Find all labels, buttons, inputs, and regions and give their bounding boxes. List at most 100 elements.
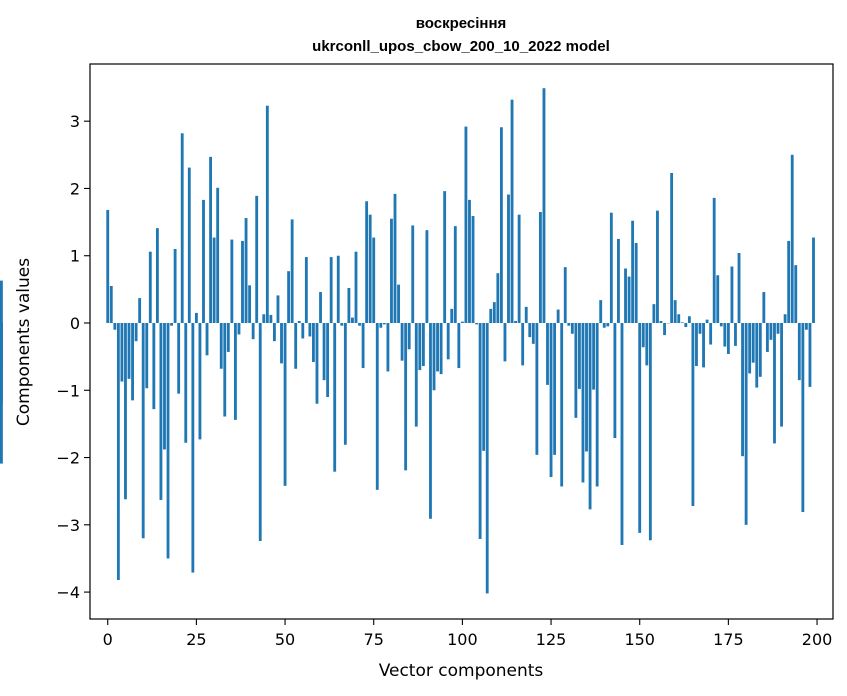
bar-component-16 bbox=[163, 323, 166, 450]
bar-component-25 bbox=[194, 312, 198, 323]
bar-component-84 bbox=[404, 323, 408, 471]
bar-component-80 bbox=[390, 218, 393, 323]
bar-component-98 bbox=[453, 226, 457, 323]
bar-component-75 bbox=[372, 237, 376, 323]
bar-component-33 bbox=[223, 323, 227, 417]
bar-component-145 bbox=[620, 323, 624, 545]
bar-component-81 bbox=[393, 193, 397, 323]
bar-component-95 bbox=[443, 191, 447, 323]
bar-component-87 bbox=[414, 323, 418, 427]
bar-component-54 bbox=[297, 320, 301, 323]
bar-component-103 bbox=[471, 216, 475, 323]
bar-component-18 bbox=[170, 323, 173, 326]
bar-component-197 bbox=[804, 323, 808, 330]
bar-component-46 bbox=[269, 314, 273, 323]
bar-component-5 bbox=[124, 323, 127, 500]
bar-component-2 bbox=[113, 323, 117, 330]
bar-component-72 bbox=[361, 323, 365, 369]
bar-component-undefined bbox=[0, 323, 3, 464]
bar-component-96 bbox=[446, 323, 450, 360]
bar-component-70 bbox=[354, 251, 358, 323]
bar-component-190 bbox=[780, 323, 783, 427]
bar-component-102 bbox=[468, 199, 471, 323]
y-tick-label: −4 bbox=[56, 583, 80, 602]
bar-component-44 bbox=[262, 314, 266, 323]
bar-component-112 bbox=[503, 323, 507, 362]
x-tick-label: 150 bbox=[624, 630, 655, 649]
bar-component-9 bbox=[138, 298, 142, 323]
bar-component-170 bbox=[709, 323, 713, 345]
bar-component-166 bbox=[695, 323, 698, 367]
bar-component-131 bbox=[570, 323, 574, 334]
bar-component-85 bbox=[407, 323, 411, 350]
bar-component-132 bbox=[574, 323, 578, 418]
x-tick-label: 25 bbox=[186, 630, 206, 649]
bars-group bbox=[0, 88, 815, 594]
bar-component-109 bbox=[492, 302, 496, 323]
bar-component-141 bbox=[606, 323, 610, 327]
bar-component-86 bbox=[411, 225, 415, 323]
bar-component-194 bbox=[794, 265, 798, 323]
bar-component-152 bbox=[645, 323, 649, 366]
bar-component-56 bbox=[304, 257, 308, 323]
bar-component-165 bbox=[691, 323, 695, 506]
bar-component-38 bbox=[241, 240, 244, 323]
bar-component-42 bbox=[255, 195, 259, 323]
bar-component-23 bbox=[187, 167, 191, 323]
bar-component-157 bbox=[663, 323, 666, 336]
bar-component-184 bbox=[758, 323, 762, 377]
bar-component-135 bbox=[585, 323, 588, 452]
chart-title-line-2: ukrconll_upos_cbow_200_10_2022 model bbox=[312, 38, 610, 55]
bar-component-39 bbox=[244, 218, 248, 323]
bar-component-147 bbox=[627, 276, 631, 323]
bar-component-11 bbox=[145, 323, 149, 389]
bar-component-74 bbox=[368, 214, 372, 323]
bar-component-175 bbox=[726, 323, 730, 354]
bar-component-143 bbox=[613, 323, 617, 439]
x-axis-ticks: 0 25 50 75 100 125 150 175 200 bbox=[103, 619, 832, 649]
bar-component-29 bbox=[209, 156, 212, 323]
bar-component-73 bbox=[365, 201, 369, 323]
bar-component-140 bbox=[602, 323, 606, 328]
x-axis-label: Vector components bbox=[379, 661, 544, 681]
x-tick-label: 100 bbox=[447, 630, 478, 649]
bar-component-185 bbox=[762, 292, 766, 323]
bar-component-undefined bbox=[0, 280, 3, 323]
bar-component-61 bbox=[322, 323, 326, 381]
bar-component-28 bbox=[205, 323, 209, 356]
bar-component-51 bbox=[287, 271, 291, 323]
bar-component-10 bbox=[141, 323, 145, 539]
bar-component-45 bbox=[265, 105, 269, 324]
bar-component-15 bbox=[159, 323, 163, 500]
bar-component-89 bbox=[421, 323, 425, 367]
bar-component-134 bbox=[581, 323, 585, 483]
bar-component-66 bbox=[340, 323, 344, 326]
bar-component-101 bbox=[464, 126, 468, 323]
bar-component-68 bbox=[347, 288, 351, 323]
bar-component-108 bbox=[489, 308, 493, 323]
bar-component-118 bbox=[524, 306, 528, 323]
bar-component-53 bbox=[294, 323, 298, 369]
bar-component-174 bbox=[723, 323, 727, 347]
bar-component-125 bbox=[549, 323, 553, 478]
bar-component-187 bbox=[769, 323, 773, 340]
bar-component-27 bbox=[202, 199, 205, 323]
bar-component-94 bbox=[439, 323, 443, 375]
bar-component-34 bbox=[226, 323, 230, 352]
bar-component-130 bbox=[567, 323, 571, 326]
bar-component-26 bbox=[198, 323, 202, 440]
bar-component-129 bbox=[563, 267, 567, 323]
bar-component-36 bbox=[233, 323, 237, 420]
bar-component-114 bbox=[510, 99, 514, 324]
bar-component-122 bbox=[538, 212, 542, 323]
bar-component-35 bbox=[230, 239, 234, 323]
bar-component-40 bbox=[248, 285, 252, 323]
bar-component-55 bbox=[301, 323, 305, 339]
bar-component-171 bbox=[712, 197, 716, 323]
bar-component-67 bbox=[343, 323, 347, 445]
bar-component-22 bbox=[184, 323, 188, 443]
bar-component-196 bbox=[801, 323, 805, 513]
bar-component-149 bbox=[634, 242, 638, 323]
bar-component-31 bbox=[216, 187, 220, 323]
bar-component-181 bbox=[748, 323, 752, 374]
